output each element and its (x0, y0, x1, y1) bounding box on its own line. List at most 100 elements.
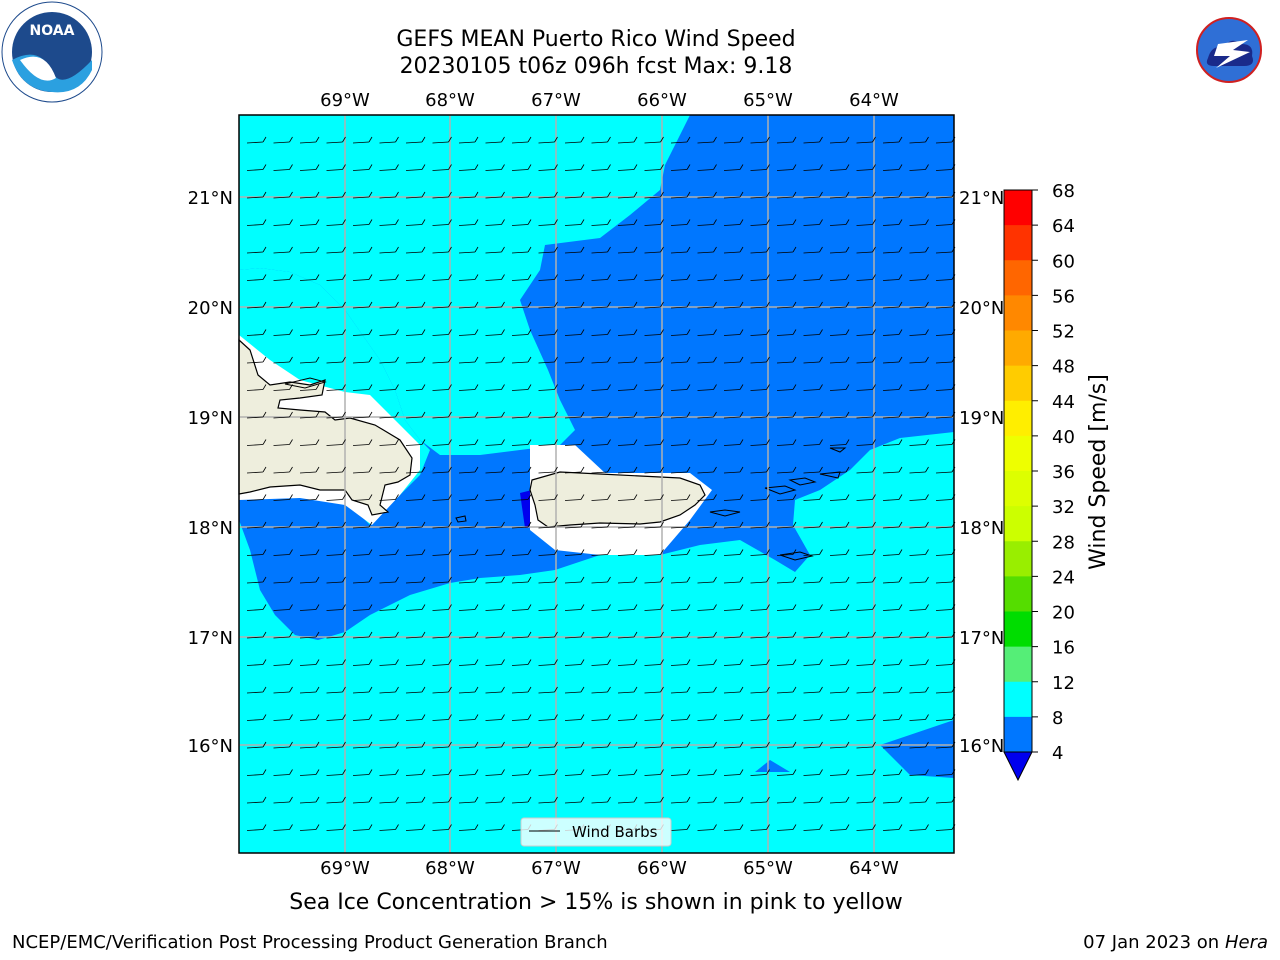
wind-barb (379, 164, 399, 171)
wind-barb (538, 411, 558, 419)
wind-barb (670, 246, 691, 254)
wind-barb (591, 411, 611, 419)
legend: Wind Barbs (520, 817, 672, 847)
wind-barb (379, 356, 399, 364)
wind-barb (909, 136, 929, 144)
wind-barb (803, 191, 823, 199)
wind-barb (273, 219, 293, 226)
wind-barb (273, 439, 293, 446)
wind-barb (882, 604, 903, 611)
wind-barb (776, 301, 797, 309)
colorbar-bin (1004, 506, 1032, 542)
wind-barb (697, 521, 717, 529)
wind-barb (882, 329, 903, 336)
wind-barb (856, 384, 876, 391)
wind-barb (511, 686, 532, 694)
wind-barb (723, 411, 744, 419)
wind-barb (591, 686, 611, 694)
wind-barb (856, 769, 876, 776)
wind-barb (564, 494, 585, 501)
wind-barb (591, 246, 611, 254)
wind-barb (617, 274, 638, 281)
wind-barb (803, 604, 823, 611)
wind-barb (803, 466, 823, 474)
colorbar-tick-label: 4 (1052, 743, 1063, 764)
wind-barb (723, 686, 744, 694)
wind-barb (538, 329, 558, 336)
wind-barb (591, 769, 611, 776)
colorbar-bin (1004, 576, 1032, 612)
wind-barb (379, 411, 399, 419)
wind-barb (405, 384, 426, 391)
wind-barb (591, 631, 611, 639)
wind-barb (299, 631, 320, 639)
wind-barb (485, 604, 505, 611)
wind-barb (458, 219, 479, 226)
wind-barb (273, 384, 293, 391)
footer-credit: NCEP/EMC/Verification Post Processing Pr… (12, 932, 608, 953)
wind-barb (776, 631, 797, 639)
wind-barb (564, 356, 585, 364)
wind-barb (538, 796, 558, 804)
wind-barb (723, 576, 744, 584)
wind-barb (591, 191, 611, 199)
wind-barb (856, 714, 876, 721)
lon-label-top: 68°W (425, 90, 475, 111)
wind-barb (670, 466, 691, 474)
wind-barb (617, 301, 638, 309)
wind-barb (299, 521, 320, 529)
wind-barb (273, 521, 293, 529)
land-hispaniola (238, 338, 413, 516)
wind-barb (485, 466, 505, 474)
wind-barb (670, 659, 691, 666)
wind-barb (432, 494, 452, 501)
wind-barb (564, 686, 585, 694)
wind-barb (273, 796, 293, 804)
wind-barb (405, 659, 426, 666)
wind-barb (273, 769, 293, 776)
wind-barb (750, 741, 770, 749)
wind-barb (670, 714, 691, 721)
wind-barb (803, 136, 823, 144)
wind-barb (670, 301, 691, 309)
colorbar-bin (1004, 471, 1032, 507)
wind-barb (458, 356, 479, 364)
colorbar-under-arrow (1003, 751, 1033, 782)
wind-barb (405, 164, 426, 171)
wind-barb (644, 411, 664, 419)
wind-barb (432, 631, 452, 639)
wind-barb (909, 246, 929, 254)
wind-barb (246, 246, 267, 254)
wind-barb (299, 274, 320, 281)
wind-barb (458, 769, 479, 776)
colorbar-bin (1004, 190, 1032, 226)
wind-barb (273, 246, 293, 254)
wind-barb (564, 549, 585, 556)
wind-barb (432, 466, 452, 474)
wind-barb (882, 411, 903, 419)
wind-barb (803, 164, 823, 171)
wind-barb (829, 191, 850, 199)
wind-barb (273, 136, 293, 144)
wind-barb (697, 494, 717, 501)
wind-barb (750, 769, 770, 776)
wind-barb (485, 329, 505, 336)
wind-barb (432, 549, 452, 556)
wind-barb (538, 604, 558, 611)
wind-barb (856, 164, 876, 171)
wind-barb (458, 246, 479, 254)
wind-barb (750, 549, 770, 556)
wind-barb (352, 521, 373, 529)
wind-barb (485, 191, 505, 199)
wind-barb (326, 384, 346, 391)
colorbar-bin (1004, 716, 1032, 753)
wind-barb (856, 411, 876, 419)
wind-barb (273, 631, 293, 639)
wind-barb (882, 439, 903, 446)
wind-barb (856, 246, 876, 254)
wind-barb (829, 796, 850, 804)
wind-barb (829, 329, 850, 336)
wind-barb (299, 246, 320, 254)
wind-barb (538, 136, 558, 144)
wind-barb (909, 301, 929, 309)
